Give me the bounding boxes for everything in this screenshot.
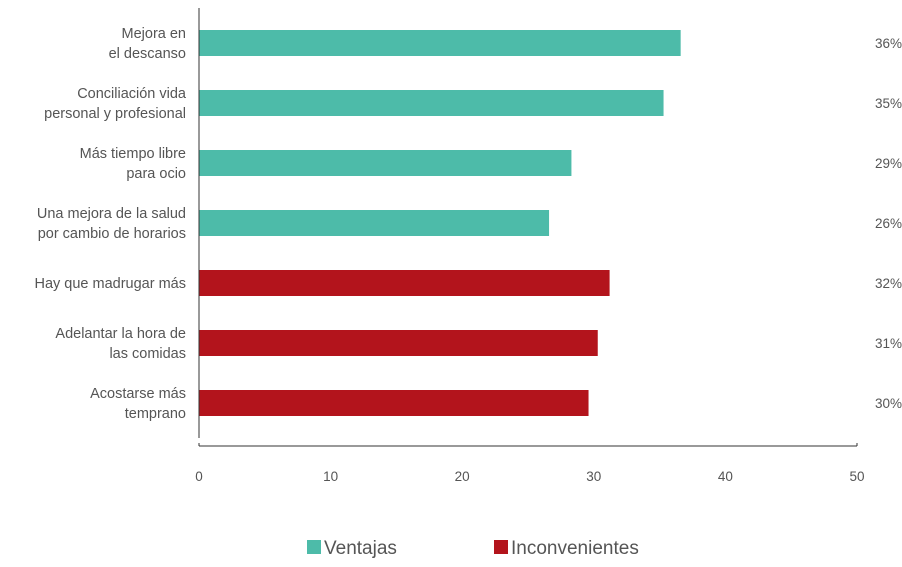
value-label-3: 29% (875, 156, 902, 171)
value-label-4: 26% (875, 216, 902, 231)
value-label-2: 35% (875, 96, 902, 111)
bar-7 (199, 390, 589, 416)
bar-5 (199, 270, 610, 296)
category-label-1: Mejora en el descanso (109, 26, 186, 62)
bar-2 (199, 90, 664, 116)
bar-6 (199, 330, 598, 356)
value-label-1: 36% (875, 36, 902, 51)
category-label-5: Hay que madrugar más (34, 276, 186, 292)
x-tick-label-40: 40 (718, 469, 733, 484)
category-label-6: Adelantar la hora de las comidas (55, 326, 186, 362)
x-tick-label-10: 10 (323, 469, 338, 484)
category-label-2: Conciliación vida personal y profesional (44, 86, 187, 122)
axis-layer: 0 10 20 30 40 50 (195, 8, 865, 484)
legend-swatch-ventajas (307, 540, 321, 554)
bar-3 (199, 150, 572, 176)
bar-1 (199, 30, 681, 56)
value-label-6: 31% (875, 336, 902, 351)
bar-4 (199, 210, 550, 236)
bars-layer (199, 30, 681, 416)
labels-layer: Mejora en el descanso 36% Conciliación vida… (34, 26, 902, 422)
x-tick-label-30: 30 (586, 469, 601, 484)
category-label-3: Más tiempo libre para ocio (80, 146, 186, 182)
x-tick-label-20: 20 (455, 469, 470, 484)
category-label-4: Una mejora de la salud por cambio de hora… (37, 206, 186, 242)
x-tick-label-50: 50 (849, 469, 864, 484)
category-label-7: Acostarse más temprano (90, 386, 186, 422)
legend-label-ventajas: Ventajas (324, 538, 397, 559)
value-label-7: 30% (875, 396, 902, 411)
legend-label-inconvenientes: Inconvenientes (511, 538, 639, 559)
legend: Ventajas Inconvenientes (307, 538, 639, 559)
value-label-5: 32% (875, 276, 902, 291)
x-tick-label-0: 0 (195, 469, 203, 484)
legend-swatch-inconvenientes (494, 540, 508, 554)
